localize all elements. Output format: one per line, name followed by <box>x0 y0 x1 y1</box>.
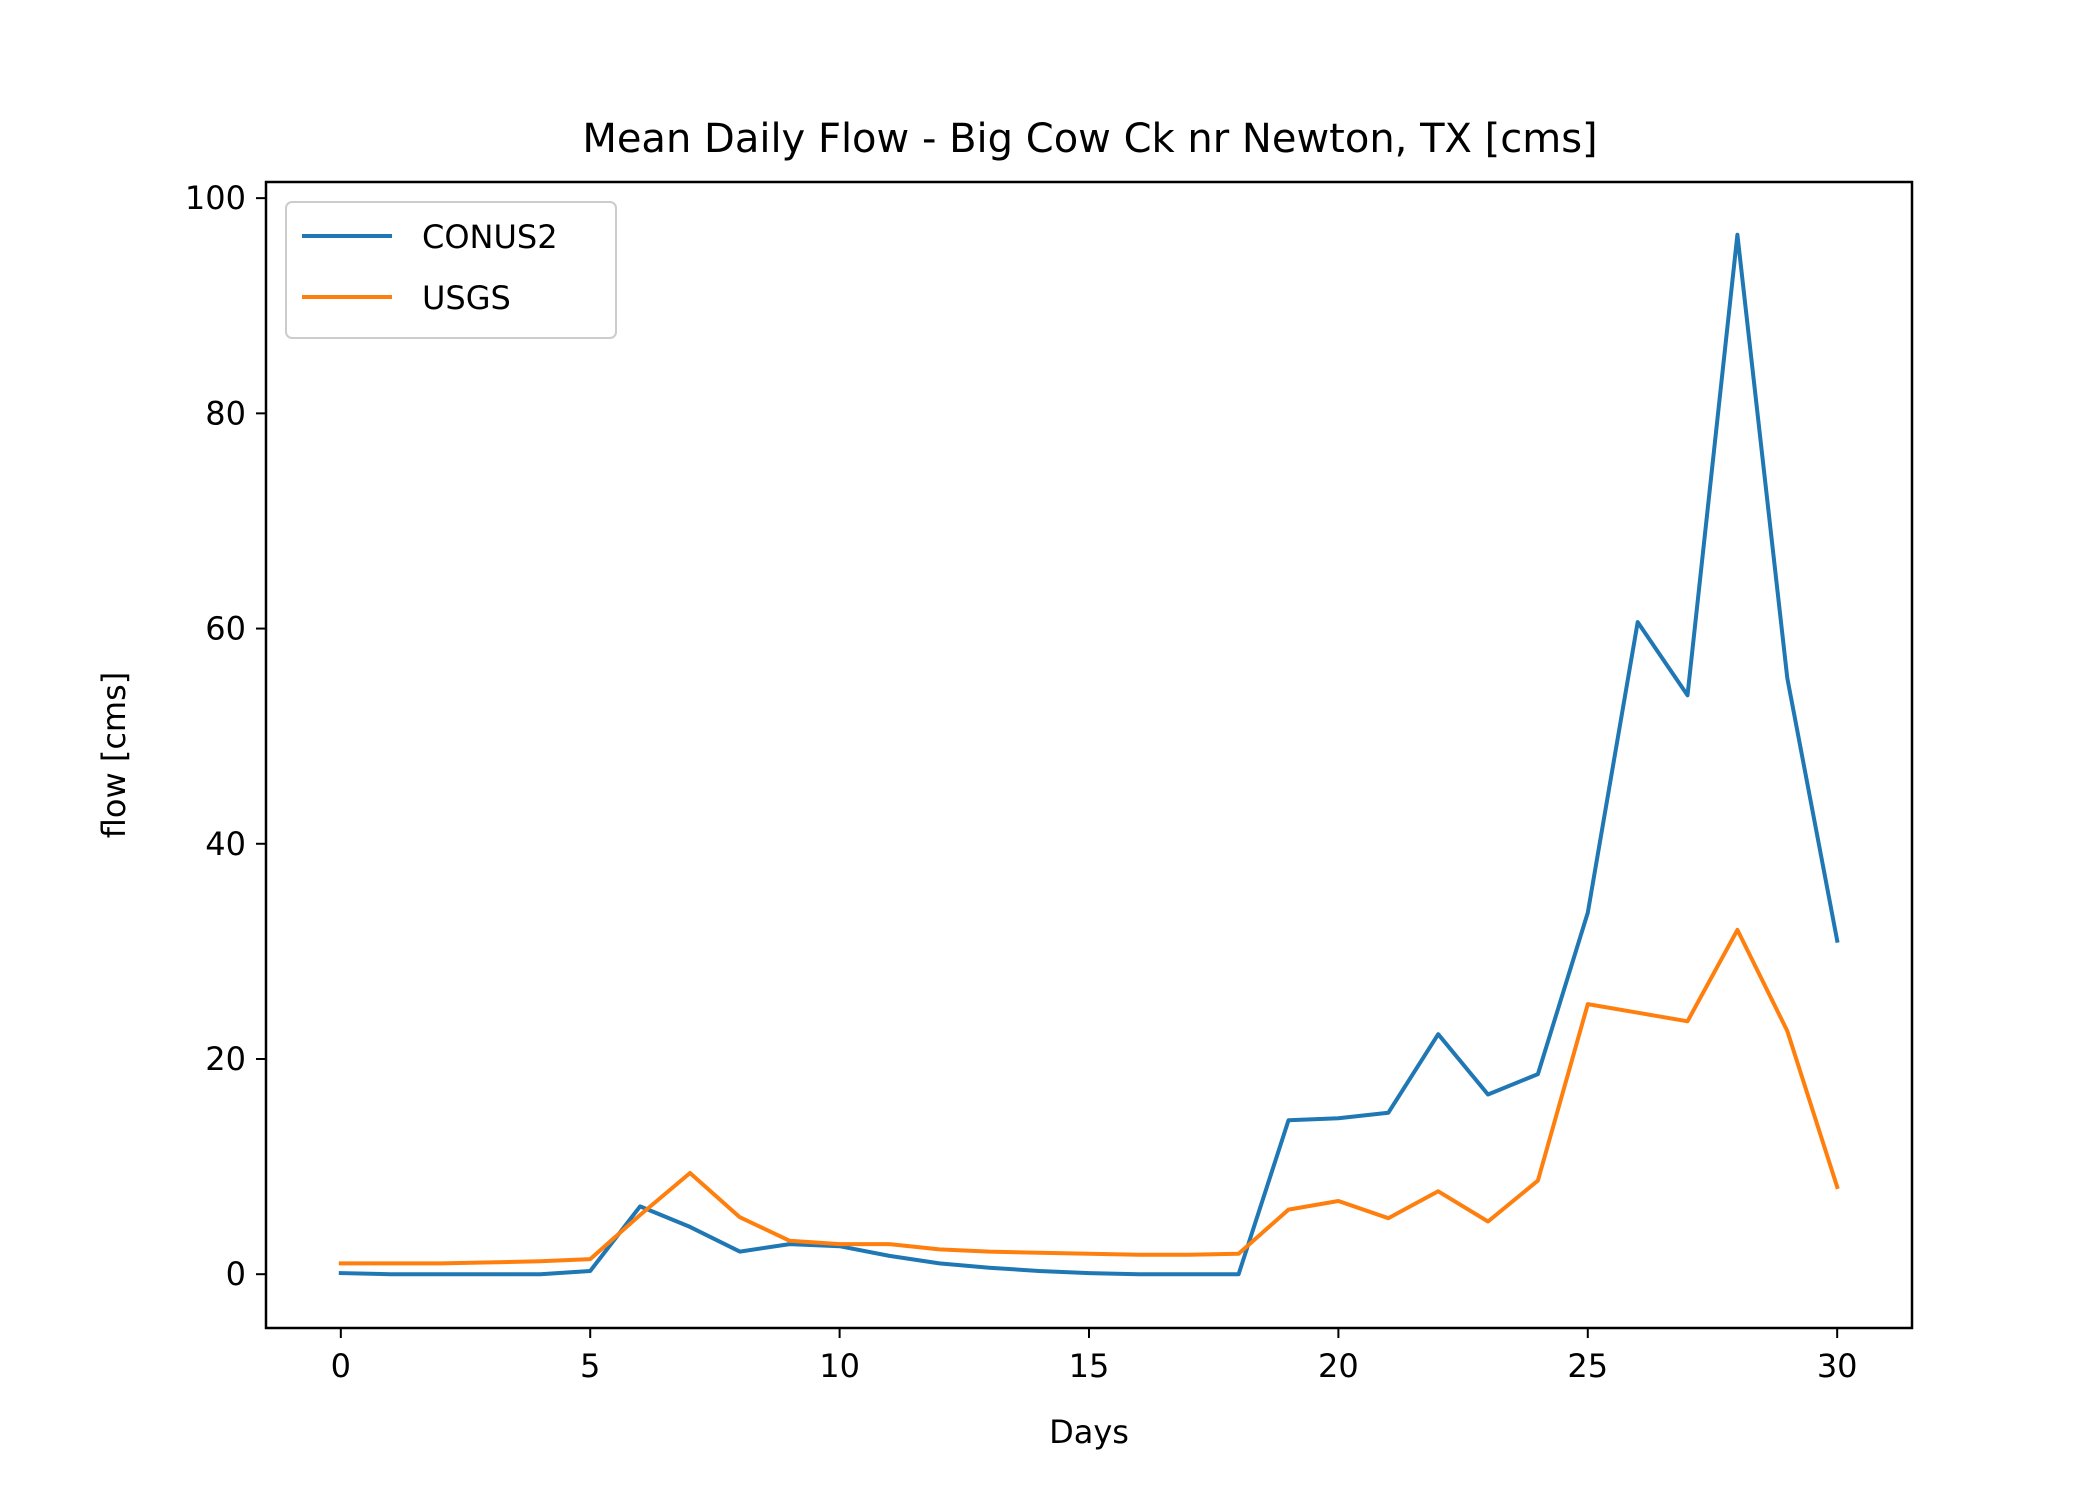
plot-frame <box>264 180 1914 1330</box>
y-tick-label: 60 <box>205 610 246 648</box>
x-tick-label: 0 <box>331 1347 351 1385</box>
y-tick-label: 20 <box>205 1040 246 1078</box>
y-axis-label: flow [cms] <box>95 672 133 838</box>
y-tick-label: 0 <box>226 1255 246 1293</box>
chart-title: Mean Daily Flow - Big Cow Ck nr Newton, … <box>582 116 1597 162</box>
series-lines <box>338 232 1840 1277</box>
y-tick-label: 100 <box>185 179 246 217</box>
x-tick-label: 30 <box>1817 1347 1858 1385</box>
x-tick-label: 5 <box>580 1347 600 1385</box>
legend: CONUS2 USGS <box>285 201 617 339</box>
x-tick-label: 10 <box>819 1347 860 1385</box>
y-tick-label: 40 <box>205 825 246 863</box>
x-axis-label: Days <box>1049 1413 1129 1451</box>
x-tick-label: 15 <box>1069 1347 1110 1385</box>
series-line-conus2 <box>338 232 1840 1277</box>
legend-label-usgs: USGS <box>422 279 511 317</box>
series-line-usgs <box>338 927 1840 1266</box>
y-tick-label: 80 <box>205 394 246 432</box>
legend-label-conus2: CONUS2 <box>422 218 558 256</box>
y-axis: 0 20 40 60 80 100 <box>185 179 266 1293</box>
x-tick-label: 20 <box>1318 1347 1359 1385</box>
x-tick-label: 25 <box>1567 1347 1608 1385</box>
x-axis: 0 5 10 15 20 25 30 <box>331 1328 1858 1385</box>
